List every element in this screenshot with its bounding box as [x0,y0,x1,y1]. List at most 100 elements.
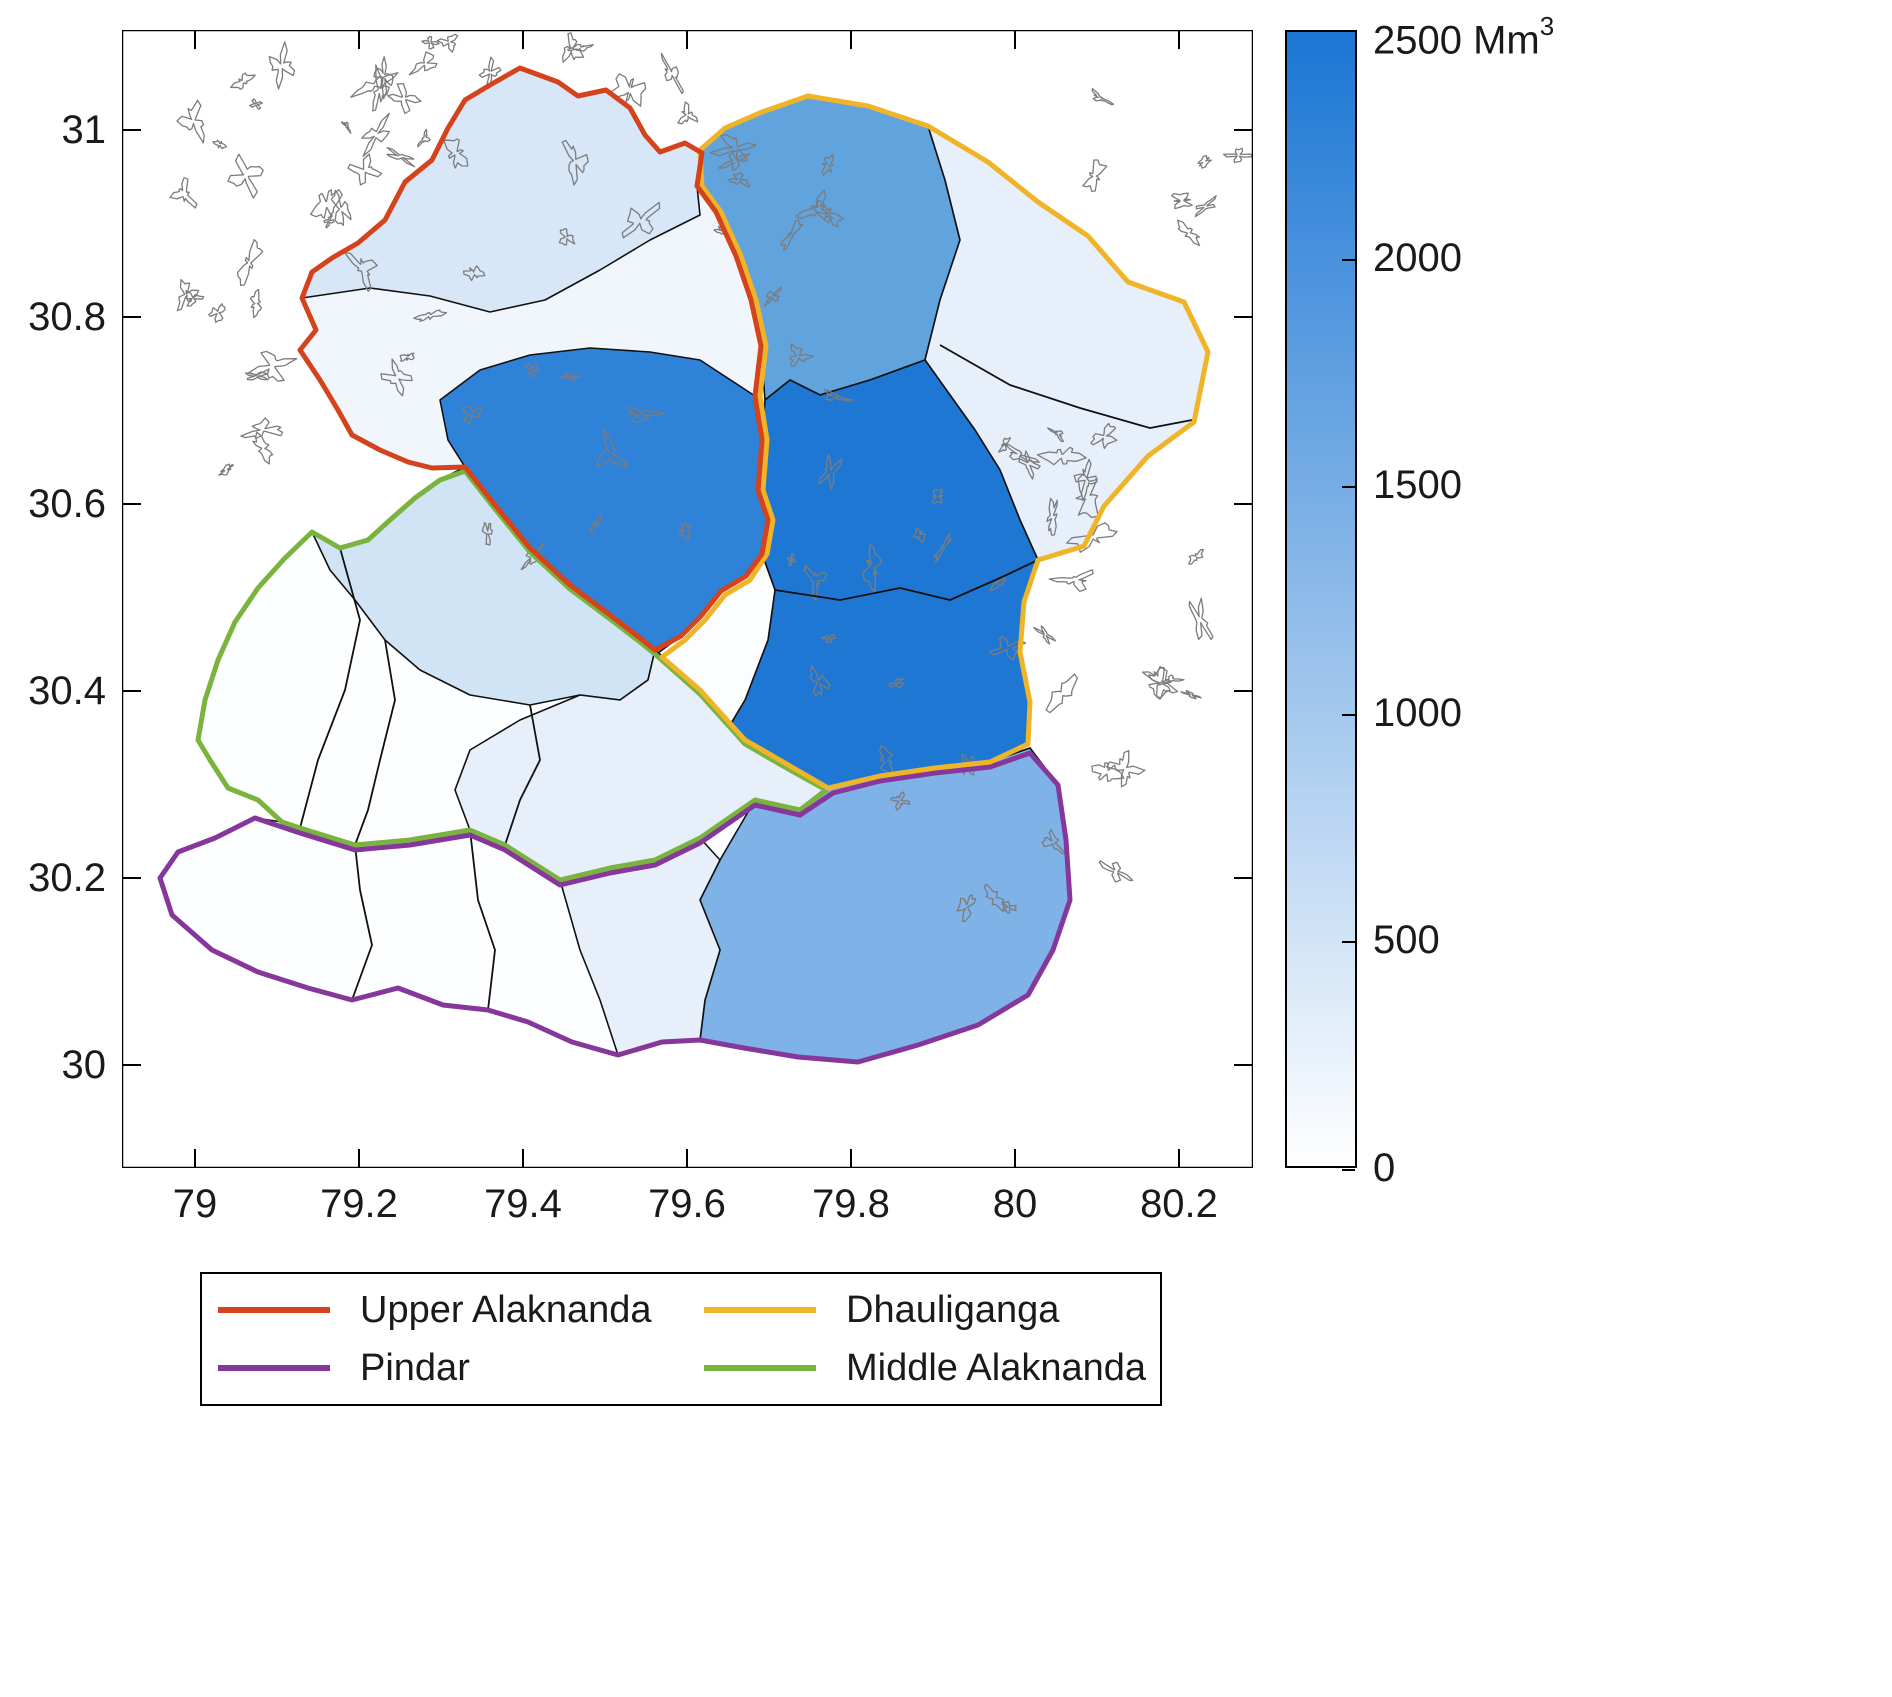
glacier-outline [268,41,296,90]
glacier-outline [718,149,751,171]
glacier-outline [989,577,1006,592]
glacier-outline [520,542,545,571]
glacier-outline [380,358,413,397]
colorbar-tick-label: 1500 [1373,463,1462,508]
glacier-outline [343,251,378,292]
glacier-outline [998,437,1012,453]
glacier-outline [789,343,814,367]
glacier-outline [417,128,431,148]
glacier-outline [176,99,205,144]
glacier-outline [989,635,1027,662]
middle-alaknanda-outline [195,468,829,883]
glacier-outline [1046,497,1058,536]
colorbar-tick-label: 0 [1373,1146,1396,1190]
glacier-outline [763,286,782,307]
glacier-outline [561,139,589,186]
colorbar-tick-mark [1342,1169,1355,1171]
x-tick-label: 80 [992,1182,1038,1226]
glacier-outline [779,219,804,252]
glacier-outline [212,139,228,150]
glacier-outline [821,634,836,644]
glacier-outline [249,288,263,319]
legend-item-middle-alaknanda: Middle Alaknanda [704,1346,1160,1390]
glacier-outline [461,405,482,425]
glacier-outline [787,553,796,567]
legend-item-dhauliganga: Dhauliganga [704,1288,1160,1332]
legend-line-swatch [218,1365,330,1371]
glacier-outline [1091,87,1115,106]
colorbar-tick-mark [1342,713,1355,716]
glacier-outline [1180,689,1202,700]
upper-alaknanda-outline [297,65,771,653]
glacier-outlines [169,32,1253,923]
glacier-outline [1036,446,1087,466]
colorbar-unit: Mm [1473,18,1540,63]
glacier-outline [169,177,198,209]
glacier-outline [208,303,226,323]
legend-grid: Upper Alaknanda Dhauliganga Pindar Middle A… [202,1288,1160,1390]
glacier-outline [408,51,438,76]
y-tick-label: 30.8 [28,295,106,339]
y-tick-label: 30 [61,1043,107,1087]
y-tick-label: 30.2 [28,856,106,900]
colorbar-tick-label: 2000 [1373,235,1462,280]
glacier-outline [558,228,576,246]
glacier-outline [330,189,352,226]
y-tick-label: 30.6 [28,482,106,526]
glacier-outline [621,201,661,239]
glacier-outline [627,406,665,423]
colorbar-tick-mark [1342,486,1355,489]
subbasin-boundary [299,547,361,829]
glacier-outline [795,189,834,224]
glacier-outline [481,521,493,546]
glacier-outline [1090,422,1118,450]
colorbar-unit-exponent: 3 [1539,11,1555,41]
glacier-outline [1171,192,1193,210]
glacier-outline [596,429,628,469]
colorbar-max-value: 2500 [1373,18,1462,63]
glacier-outline [931,488,944,504]
glacier-outline [413,309,448,322]
x-tick-label: 80.2 [1140,1182,1218,1226]
glacier-outline [1177,219,1201,247]
basin-map [122,30,1253,1168]
subbasin-boundary [351,844,373,1001]
x-tick-label: 79.2 [320,1182,398,1226]
glacier-outline [566,43,594,52]
x-tick-label: 79.4 [484,1182,562,1226]
glacier-outline [436,33,459,53]
glacier-outline [1047,427,1065,443]
internal-boundaries [299,344,1193,1011]
y-tick-label: 30.4 [28,669,106,713]
glacier-outline [588,514,603,535]
colorbar-tick-label: 500 [1373,918,1440,963]
legend-line-swatch [704,1365,816,1371]
legend-item-label: Pindar [360,1347,470,1389]
glacier-outline [249,98,263,110]
glacier-outline [677,101,699,125]
glacier-outline [1073,458,1098,502]
glacier-outline [386,146,416,168]
glacier-outline [821,153,835,176]
subbasin-boundary [354,639,396,846]
glacier-outline [323,213,335,229]
glacier-outline [1106,749,1146,788]
legend-item-pindar: Pindar [218,1346,704,1390]
glacier-outline [1141,666,1179,699]
glacier-outline [888,677,905,689]
glacier-outline [347,153,383,186]
subbasin-boundary [469,829,496,1011]
glacier-outline [176,278,200,312]
x-tick-label: 79 [172,1182,218,1226]
glacier-outline [1048,569,1094,593]
glacier-outline [956,894,977,923]
glacier-outline [890,791,911,811]
glacier-outline [236,238,264,287]
axis-ticks [123,31,1252,1167]
colorbar-tick-mark [1342,941,1355,944]
glacier-outline [478,56,502,87]
legend-line-swatch [218,1307,330,1313]
pindar-outline [157,750,1073,1065]
glacier-outline [861,544,883,592]
glacier-outline [309,189,343,219]
